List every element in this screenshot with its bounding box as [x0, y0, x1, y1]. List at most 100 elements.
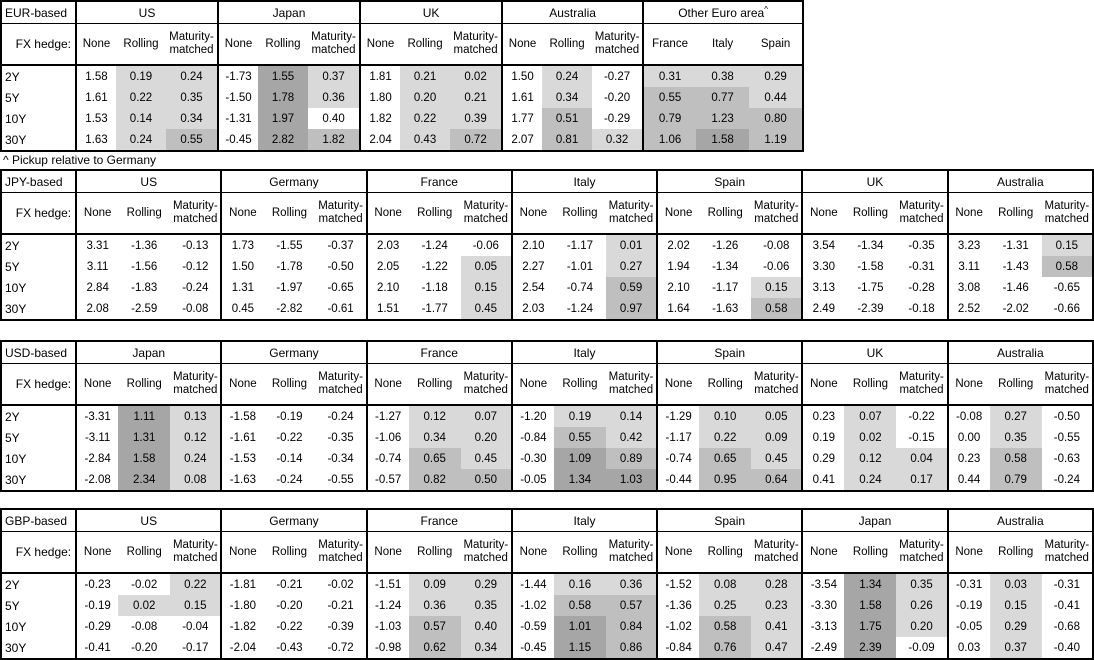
value-cell: -0.37	[315, 234, 368, 256]
value-cell: -0.55	[1041, 427, 1094, 448]
value-cell: 1.51	[365, 298, 409, 320]
value-cell: 1.80	[359, 87, 401, 108]
value-cell: -1.77	[408, 298, 461, 320]
value-cell: -2.04	[220, 637, 264, 659]
value-cell: 0.03	[946, 637, 990, 659]
value-cell: 1.58	[75, 65, 116, 87]
footnote-marker: ^	[764, 4, 768, 14]
value-cell: -3.54	[801, 573, 845, 595]
value-cell: 0.38	[696, 65, 750, 87]
column-header: Maturity-matched	[606, 531, 659, 574]
value-cell: 1.61	[75, 87, 116, 108]
table-row: 5Y 3.11 -1.56 -0.12 1.50 -1.78 -0.50 2.05 -1.22 0…	[1, 256, 1094, 277]
fx-hedge-label: FX hedge:	[1, 531, 78, 574]
value-cell: 1.77	[501, 108, 543, 129]
value-cell: -0.63	[1041, 448, 1094, 469]
value-cell: -1.02	[656, 616, 700, 637]
country-header: Australia	[946, 509, 1094, 532]
value-cell: -0.17	[170, 637, 223, 659]
value-cell: -0.31	[896, 256, 949, 277]
column-header: Rolling	[989, 531, 1042, 574]
country-header: France	[365, 341, 513, 364]
value-cell: 0.22	[400, 108, 451, 129]
value-cell: 3.23	[946, 234, 990, 256]
value-cell: -3.11	[75, 427, 119, 448]
country-header: Germany	[220, 170, 368, 193]
value-cell: -1.82	[220, 616, 264, 637]
value-cell: 1.97	[258, 108, 309, 129]
column-header: Maturity-matched	[1041, 531, 1094, 574]
row-label: 30Y	[1, 298, 78, 320]
value-cell: 0.22	[170, 573, 223, 595]
value-cell: -2.08	[75, 469, 119, 491]
value-cell: -0.14	[263, 448, 316, 469]
value-cell: 0.19	[553, 405, 606, 427]
column-header: Rolling	[844, 363, 897, 406]
value-cell: -1.53	[220, 448, 264, 469]
column-header: Rolling	[844, 192, 897, 235]
country-header: Australia	[946, 170, 1094, 193]
country-header-row: GBP-based US Germany France Italy Spain Japan A…	[1, 509, 1094, 532]
column-header: Rolling	[989, 363, 1042, 406]
value-cell: -1.81	[220, 573, 264, 595]
table-row: 2Y -0.23 -0.02 0.22 -1.81 -0.21 -0.02 -1.51 0.09…	[1, 573, 1094, 595]
country-header: Germany	[220, 341, 368, 364]
value-cell: 1.31	[118, 427, 171, 448]
row-label: 10Y	[1, 277, 78, 298]
value-cell: 0.86	[606, 637, 659, 659]
value-cell: 0.59	[606, 277, 659, 298]
base-label: EUR-based	[1, 1, 77, 24]
value-cell: 0.15	[170, 595, 223, 616]
value-cell: 0.19	[116, 65, 166, 87]
value-cell: 1.75	[844, 616, 897, 637]
column-header: Maturity-matched	[606, 192, 659, 235]
value-cell: 0.89	[606, 448, 659, 469]
value-cell: 2.49	[801, 298, 845, 320]
value-cell: -0.34	[315, 448, 368, 469]
country-header: Italy	[510, 509, 659, 532]
column-header: Maturity-matched	[308, 23, 362, 66]
value-cell: 0.20	[400, 87, 451, 108]
value-cell: -1.34	[844, 234, 897, 256]
value-cell: 0.22	[116, 87, 166, 108]
value-cell: -0.40	[1041, 637, 1094, 659]
country-header: Germany	[220, 509, 368, 532]
value-cell: -1.36	[656, 595, 700, 616]
value-cell: 2.05	[365, 256, 409, 277]
table-row: 2Y -3.31 1.11 0.13 -1.58 -0.19 -0.24 -1.27 0.12 0…	[1, 405, 1094, 427]
value-cell: -1.44	[510, 573, 554, 595]
value-cell: 0.35	[166, 87, 220, 108]
value-cell: 0.82	[408, 469, 461, 491]
value-cell: -0.84	[656, 637, 700, 659]
row-label: 5Y	[1, 595, 78, 616]
gbp-based-table: GBP-based US Germany France Italy Spain Japan A…	[0, 508, 1094, 660]
value-cell: 1.81	[359, 65, 401, 87]
value-cell: -1.24	[408, 234, 461, 256]
column-header-row: FX hedge: None Rolling Maturity-matched None…	[1, 192, 1094, 235]
value-cell: 1.61	[501, 87, 543, 108]
column-header: None	[510, 531, 554, 574]
value-cell: -0.24	[315, 405, 368, 427]
value-cell: 0.19	[801, 427, 845, 448]
value-cell: 0.41	[751, 616, 804, 637]
value-cell: 2.07	[501, 129, 543, 151]
value-cell: 0.20	[896, 616, 949, 637]
value-cell: -1.97	[263, 277, 316, 298]
value-cell: 0.15	[989, 595, 1042, 616]
value-cell: -2.82	[263, 298, 316, 320]
value-cell: 3.08	[946, 277, 990, 298]
column-header-row: FX hedge: None Rolling Maturity-matched None…	[1, 363, 1094, 406]
value-cell: 0.28	[751, 573, 804, 595]
table-row: 10Y -2.84 1.58 0.24 -1.53 -0.14 -0.34 -0.74 0.65…	[1, 448, 1094, 469]
value-cell: 0.29	[989, 616, 1042, 637]
value-cell: 0.64	[751, 469, 804, 491]
fx-hedge-label: FX hedge:	[1, 363, 78, 406]
value-cell: 0.05	[751, 405, 804, 427]
row-label: 10Y	[1, 448, 78, 469]
value-cell: 0.32	[592, 129, 645, 151]
value-cell: 0.37	[308, 65, 362, 87]
value-cell: 0.65	[699, 448, 752, 469]
value-cell: -1.55	[263, 234, 316, 256]
value-cell: 0.55	[553, 427, 606, 448]
country-header: Australia	[501, 1, 645, 24]
